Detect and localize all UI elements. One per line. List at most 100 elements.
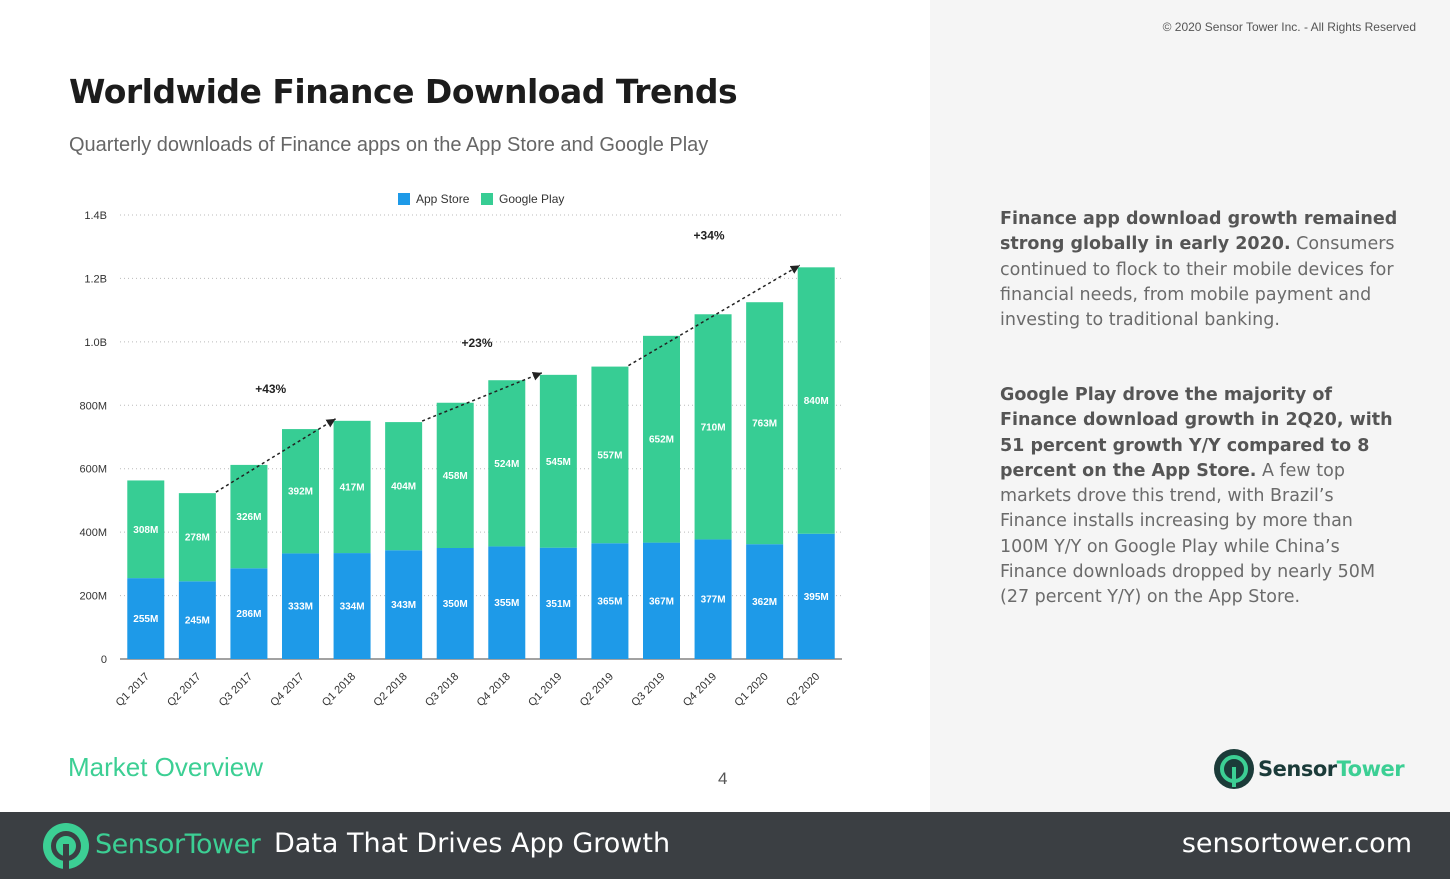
data-label: 377M (701, 595, 726, 606)
x-tick-label: Q4 2019 (681, 671, 719, 709)
bar-app-store (282, 553, 319, 659)
bar-app-store (694, 539, 732, 659)
insight-paragraph-2: Google Play drove the majority of Financ… (1000, 383, 1400, 611)
bar-google-play (797, 267, 835, 534)
bar-google-play (282, 429, 319, 554)
data-label: 308M (133, 525, 158, 536)
sensortower-logo-icon (1214, 749, 1254, 789)
data-label: 333M (288, 602, 313, 613)
insight-paragraph-1: Finance app download growth remained str… (1000, 207, 1400, 333)
footer-logo-icon (43, 823, 89, 869)
x-tick-label: Q4 2018 (475, 671, 513, 709)
bar-app-store (333, 553, 371, 659)
bar-google-play (539, 374, 577, 548)
data-label: 367M (649, 596, 674, 607)
bar-google-play (230, 464, 268, 569)
legend-label-app-store: App Store (416, 192, 470, 206)
bar-google-play (385, 422, 423, 551)
legend-swatch-google-play (481, 193, 493, 205)
bar-google-play (694, 314, 732, 540)
data-label: 524M (494, 459, 519, 470)
insight-2-body: A few top markets drove this trend, with… (1000, 460, 1376, 608)
logo-wordmark: SensorTower (1258, 757, 1405, 781)
bar-google-play (333, 420, 371, 554)
insight-1-body: Consumers continued to flock to their mo… (1000, 234, 1395, 331)
data-label: 710M (701, 422, 726, 433)
x-tick-label: Q3 2017 (217, 671, 255, 709)
footer-brand: SensorTower (95, 829, 261, 860)
data-label: 355M (494, 598, 519, 609)
footer-url[interactable]: sensortower.com (1181, 828, 1412, 859)
data-label: 458M (443, 471, 468, 482)
data-label: 392M (288, 487, 313, 498)
bar-google-play (178, 493, 216, 582)
data-label: 395M (804, 592, 829, 603)
x-tick-label: Q3 2018 (423, 671, 461, 709)
x-tick-label: Q2 2017 (165, 671, 203, 709)
bar-app-store (230, 568, 268, 659)
growth-annotation: +43% (255, 382, 286, 396)
y-tick-label: 1.0B (84, 337, 107, 349)
x-tick-label: Q1 2018 (320, 671, 358, 709)
x-tick-label: Q3 2019 (629, 671, 667, 709)
data-label: 326M (236, 512, 261, 523)
bar-app-store (385, 550, 423, 659)
data-label: 286M (236, 609, 261, 620)
y-tick-label: 600M (79, 464, 107, 476)
data-label: 350M (443, 599, 468, 610)
bar-app-store (591, 543, 629, 659)
bar-google-play (436, 402, 474, 548)
data-label: 417M (340, 482, 365, 493)
x-tick-label: Q2 2019 (578, 671, 616, 709)
bar-google-play (488, 380, 526, 547)
data-label: 763M (752, 419, 777, 430)
footer-tagline: Data That Drives App Growth (274, 828, 671, 859)
bar-google-play (127, 480, 165, 579)
y-tick-label: 400M (79, 527, 107, 539)
bar-app-store (797, 533, 835, 659)
bar-app-store (436, 548, 474, 659)
data-label: 351M (546, 599, 571, 610)
bar-app-store (178, 581, 216, 659)
bar-google-play (643, 335, 680, 543)
stacked-bar-chart: 0 200M 400M 600M 800M 1.0B 1.2B 1.4B 255M 308M Q1 … (79, 192, 842, 709)
insights-panel (930, 0, 1450, 812)
bar-app-store (539, 547, 577, 659)
chart-subtitle: Quarterly downloads of Finance apps on t… (69, 134, 709, 156)
growth-annotation: +34% (694, 228, 725, 242)
insight-1-highlight: Finance app download growth remained str… (1000, 209, 1398, 255)
data-label: 365M (597, 597, 622, 608)
data-label: 278M (185, 533, 210, 544)
bar-google-play (591, 366, 629, 544)
data-label: 362M (752, 597, 777, 608)
legend-swatch-app-store (398, 193, 410, 205)
growth-arrow (215, 418, 336, 493)
growth-annotation: +23% (461, 336, 492, 350)
x-tick-label: Q1 2019 (526, 671, 564, 709)
data-label: 652M (649, 435, 674, 446)
legend-label-google-play: Google Play (499, 192, 564, 206)
data-label: 343M (391, 600, 416, 611)
data-label: 255M (133, 614, 158, 625)
data-label: 334M (340, 602, 365, 613)
bar-app-store (488, 546, 526, 659)
data-label: 840M (804, 396, 829, 407)
bar-google-play (746, 302, 784, 545)
y-tick-label: 200M (79, 591, 107, 603)
x-tick-label: Q2 2020 (784, 671, 822, 709)
section-label: Market Overview (68, 752, 264, 782)
y-tick-label: 0 (101, 654, 107, 666)
copyright-text: © 2020 Sensor Tower Inc. - All Rights Re… (1162, 20, 1416, 34)
y-tick-label: 800M (79, 400, 107, 412)
y-tick-label: 1.2B (84, 273, 107, 285)
data-label: 545M (546, 457, 571, 468)
data-label: 404M (391, 482, 416, 493)
data-label: 245M (185, 616, 210, 627)
insight-2-highlight: Google Play drove the majority of Financ… (1000, 385, 1393, 481)
bar-app-store (746, 544, 784, 659)
y-tick-label: 1.4B (84, 210, 107, 222)
bar-app-store (127, 578, 165, 659)
x-tick-label: Q1 2017 (114, 671, 152, 709)
x-tick-label: Q4 2017 (268, 671, 306, 709)
footer-bar: SensorTower Data That Drives App Growth … (0, 812, 1450, 879)
